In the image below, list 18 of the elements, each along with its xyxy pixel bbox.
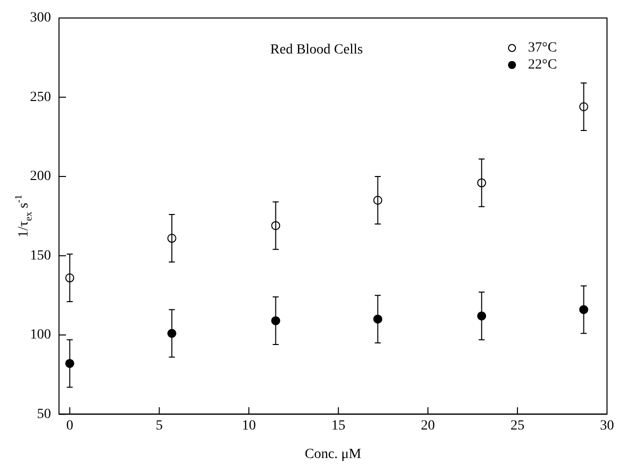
y-tick-label: 250 [30,90,51,105]
x-tick-label: 0 [66,418,74,434]
y-tick-label: 50 [37,406,51,422]
x-tick-label: 10 [242,418,256,434]
legend-label: 22°C [528,58,557,73]
x-tick-label: 20 [420,418,435,434]
x-tick-label: 25 [510,418,524,434]
legend-label: 37°C [528,40,557,56]
text: Red Blood Cells [270,42,363,58]
x-tick-label: 5 [156,418,163,434]
y-tick-label: 200 [30,169,51,184]
x-tick-label: 15 [331,418,346,434]
y-tick-label: 150 [30,248,51,264]
y-tick-label: 300 [30,10,51,26]
y-axis-title: 1/τex s-1 [14,194,34,238]
x-tick-label: 30 [600,418,614,434]
x-axis-title: Conc. μM [304,446,362,462]
y-tick-label: 100 [30,328,51,343]
